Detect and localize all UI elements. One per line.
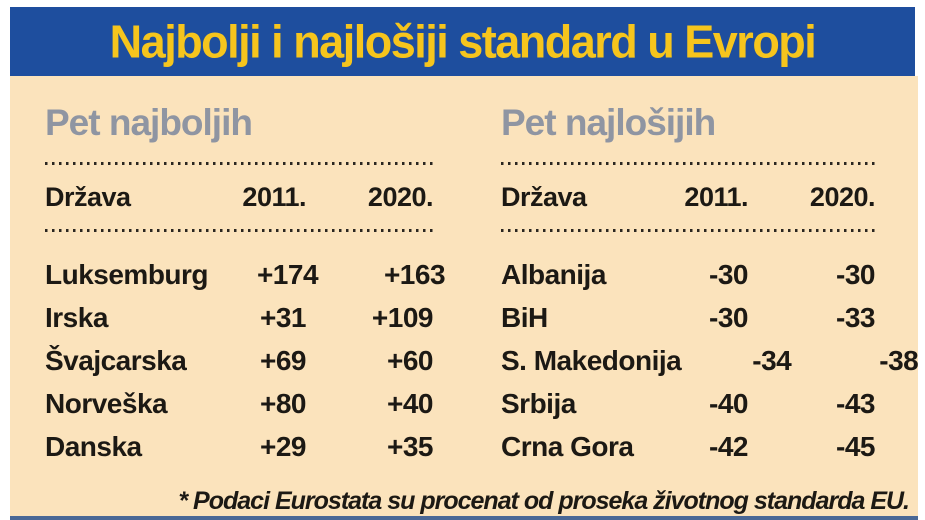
column-header-country: Država — [501, 182, 587, 212]
table-row: Luksemburg +174 +163 — [45, 253, 446, 296]
table-row: Norveška +80 +40 — [45, 382, 434, 425]
value-2011-cell: +29 — [260, 431, 307, 462]
country-cell: Crna Gora — [501, 431, 634, 462]
table-panels: Pet najboljih Država 2011. 2020. Luksemb… — [45, 102, 919, 468]
panel-best: Pet najboljih Država 2011. 2020. Luksemb… — [45, 102, 446, 468]
value-2011-cell: +174 — [256, 259, 319, 290]
table-row: Švajcarska +69 +60 — [45, 339, 434, 382]
value-2011-cell: -34 — [752, 345, 792, 376]
dotted-divider — [501, 161, 875, 165]
panel-worst: Pet najlošijih Država 2011. 2020. Albani… — [501, 102, 919, 468]
column-header-country: Država — [45, 182, 131, 212]
country-cell: Luksemburg — [45, 259, 209, 290]
value-2020-cell: -45 — [836, 431, 875, 462]
dotted-divider — [45, 161, 433, 165]
country-cell: Albanija — [501, 259, 606, 290]
bottom-blue-strip — [10, 516, 918, 520]
table-row: Albanija -30 -30 — [501, 253, 876, 296]
column-header-2020: 2020. — [809, 182, 876, 212]
column-header-2020: 2020. — [367, 182, 434, 212]
value-2020-cell: +109 — [371, 302, 434, 333]
title-bar: Najbolji i najlošiji standard u Evropi — [10, 7, 915, 76]
value-2020-cell: -30 — [836, 259, 875, 290]
country-cell: S. Makedonija — [501, 345, 682, 376]
table-rows: Albanija -30 -30 BiH -30 -33 S. Makedoni… — [501, 253, 919, 468]
table-header-row: Država 2011. 2020. — [501, 165, 876, 228]
country-cell: Srbija — [501, 388, 576, 419]
value-2020-cell: -38 — [879, 345, 919, 376]
value-2011-cell: +69 — [260, 345, 307, 376]
dotted-divider — [45, 228, 433, 232]
country-cell: Irska — [45, 302, 108, 333]
value-2011-cell: -40 — [709, 388, 748, 419]
table-row: S. Makedonija -34 -38 — [501, 339, 919, 382]
country-cell: Švajcarska — [45, 345, 187, 376]
country-cell: BiH — [501, 302, 548, 333]
country-cell: Danska — [45, 431, 142, 462]
value-2011-cell: -42 — [709, 431, 748, 462]
table-row: Srbija -40 -43 — [501, 382, 876, 425]
value-2020-cell: -43 — [836, 388, 875, 419]
page-title: Najbolji i najlošiji standard u Evropi — [109, 14, 817, 68]
value-2011-cell: -30 — [709, 302, 748, 333]
country-cell: Norveška — [45, 388, 168, 419]
table-rows: Luksemburg +174 +163 Irska +31 +109 Švaj… — [45, 253, 446, 468]
table-row: BiH -30 -33 — [501, 296, 876, 339]
panel-worst-heading: Pet najlošijih — [501, 102, 716, 143]
value-2020-cell: -33 — [836, 302, 875, 333]
value-2020-cell: +40 — [387, 388, 434, 419]
value-2011-cell: +31 — [260, 302, 307, 333]
value-2011-cell: +80 — [260, 388, 307, 419]
value-2020-cell: +60 — [387, 345, 434, 376]
table-row: Danska +29 +35 — [45, 425, 434, 468]
table-row: Irska +31 +109 — [45, 296, 434, 339]
value-2020-cell: +163 — [383, 259, 446, 290]
panel-best-heading: Pet najboljih — [45, 102, 253, 143]
value-2011-cell: -30 — [709, 259, 748, 290]
table-header-row: Država 2011. 2020. — [45, 165, 434, 228]
dotted-divider — [501, 228, 875, 232]
value-2020-cell: +35 — [387, 431, 434, 462]
column-header-2011: 2011. — [242, 182, 306, 212]
content-area: Pet najboljih Država 2011. 2020. Luksemb… — [10, 76, 919, 520]
source-footnote: * Podaci Eurostata su procenat od prosek… — [178, 487, 910, 515]
table-row: Crna Gora -42 -45 — [501, 425, 876, 468]
column-header-2011: 2011. — [684, 182, 748, 212]
